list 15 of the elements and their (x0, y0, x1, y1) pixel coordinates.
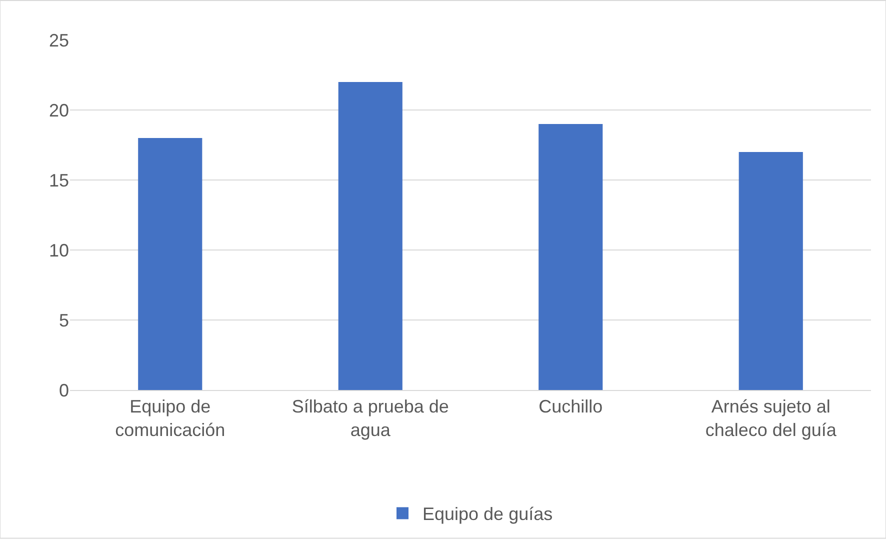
bar (738, 152, 803, 390)
x-tick-label: Arnés sujeto al chaleco del guía (705, 396, 838, 440)
bar (338, 82, 402, 390)
bar (538, 124, 603, 390)
y-tick-label: 25 (48, 30, 69, 50)
y-tick-label: 5 (58, 310, 69, 330)
y-tick-label: 0 (58, 380, 69, 400)
x-tick-label: Sílbato a prueba de agua (292, 396, 449, 440)
y-tick-label: 20 (48, 100, 69, 120)
legend-label: Equipo de guías (422, 504, 553, 524)
x-tick-label: Equipo de comunicación (115, 396, 226, 440)
bar (138, 138, 202, 390)
y-tick-label: 15 (48, 170, 69, 190)
x-tick-label: Cuchillo (538, 396, 603, 417)
y-tick-label: 10 (48, 240, 69, 260)
